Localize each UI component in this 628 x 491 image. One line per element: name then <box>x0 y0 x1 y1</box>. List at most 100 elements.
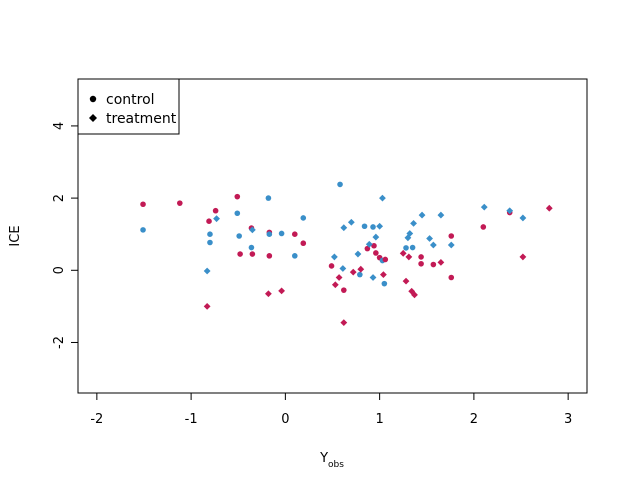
control-point-43 <box>480 224 487 230</box>
control-point-36 <box>403 245 409 251</box>
x-tick-label: -1 <box>185 412 198 427</box>
control-point-41 <box>448 233 455 239</box>
treatment-point-16 <box>365 240 373 248</box>
treatment-point-18 <box>372 233 380 241</box>
control-point-27 <box>361 223 368 230</box>
treatment-point-2 <box>213 215 220 223</box>
control-point-4 <box>207 231 213 237</box>
treatment-point-11 <box>340 319 348 327</box>
treatment-point-31 <box>426 235 433 242</box>
control-point-13 <box>249 251 256 257</box>
y-axis: -2 0 2 4 <box>52 122 79 349</box>
treatment-point-29 <box>411 291 418 299</box>
treatment-point-14 <box>354 250 362 258</box>
control-point-28 <box>364 245 371 252</box>
control-point-35 <box>382 256 389 263</box>
legend-treatment-marker <box>89 114 97 122</box>
treatment-point-39 <box>519 253 527 261</box>
control-point-17 <box>266 253 273 259</box>
control-point-29 <box>370 224 376 230</box>
data-points <box>140 181 553 327</box>
control-point-18 <box>278 230 285 237</box>
control-point-6 <box>212 207 219 214</box>
control-point-37 <box>409 244 416 251</box>
treatment-point-25 <box>405 253 413 261</box>
control-point-3 <box>206 218 212 225</box>
treatment-point-34 <box>437 258 445 266</box>
control-point-25 <box>341 287 347 293</box>
treatment-point-32 <box>429 241 437 249</box>
treatment-point-19 <box>376 222 384 230</box>
control-point-24 <box>337 181 343 188</box>
y-tick-label: 2 <box>52 194 67 202</box>
control-point-39 <box>418 260 424 267</box>
treatment-point-12 <box>347 218 355 226</box>
legend-control-marker <box>89 95 97 103</box>
treatment-point-24 <box>404 234 412 242</box>
control-point-38 <box>418 254 424 260</box>
control-point-22 <box>300 240 307 247</box>
treatment-point-13 <box>349 268 357 276</box>
control-point-9 <box>236 233 242 239</box>
treatment-point-21 <box>380 271 387 279</box>
treatment-point-38 <box>519 214 527 222</box>
x-tick-label: -2 <box>90 412 103 427</box>
treatment-point-7 <box>331 281 339 289</box>
control-point-20 <box>291 253 298 259</box>
treatment-point-1 <box>203 302 211 310</box>
legend-box <box>77 78 180 135</box>
treatment-point-10 <box>340 224 348 232</box>
control-point-26 <box>357 271 363 278</box>
treatment-point-3 <box>248 226 256 234</box>
x-tick-label: 0 <box>281 412 289 427</box>
control-point-34 <box>381 280 388 287</box>
treatment-point-22 <box>399 249 407 257</box>
control-point-14 <box>265 195 272 201</box>
y-axis-label: ICE <box>8 225 23 246</box>
treatment-point-30 <box>418 211 426 219</box>
treatment-point-0 <box>203 267 211 275</box>
control-point-10 <box>237 251 243 257</box>
control-point-42 <box>448 274 455 281</box>
x-axis-label-main: Y <box>319 451 328 466</box>
treatment-point-35 <box>447 241 455 249</box>
legend-control-label: control <box>106 92 155 108</box>
treatment-point-36 <box>480 203 488 211</box>
treatment-point-6 <box>330 253 338 261</box>
control-point-1 <box>140 227 146 233</box>
control-point-12 <box>248 244 255 251</box>
control-point-7 <box>234 193 241 200</box>
x-tick-label: 2 <box>470 412 478 427</box>
treatment-point-4 <box>265 290 272 298</box>
treatment-point-26 <box>406 230 414 237</box>
control-point-31 <box>373 250 379 256</box>
control-point-16 <box>266 231 273 237</box>
treatment-point-40 <box>545 204 553 212</box>
treatment-point-9 <box>339 265 347 272</box>
y-tick-label: 0 <box>52 266 67 274</box>
x-axis-label-subscript: obs <box>328 460 344 470</box>
treatment-point-8 <box>335 274 343 281</box>
legend-treatment-label: treatment <box>106 111 177 127</box>
x-tick-label: 3 <box>564 412 572 427</box>
treatment-point-28 <box>410 219 417 227</box>
x-axis-label: Yobs <box>319 451 344 470</box>
x-axis: -2 -1 0 1 2 3 <box>90 392 572 427</box>
treatment-point-20 <box>379 194 386 202</box>
control-point-21 <box>300 215 307 221</box>
control-point-5 <box>207 239 213 246</box>
treatment-point-17 <box>369 274 377 281</box>
treatment-point-37 <box>506 207 514 215</box>
y-tick-label: 4 <box>52 122 67 130</box>
control-point-8 <box>234 210 241 217</box>
treatment-point-15 <box>357 265 365 273</box>
treatment-point-5 <box>278 287 285 295</box>
legend: control treatment <box>77 78 180 135</box>
control-point-40 <box>430 261 437 268</box>
control-point-0 <box>140 201 146 208</box>
control-point-2 <box>177 200 183 206</box>
x-tick-label: 1 <box>375 412 383 427</box>
control-point-19 <box>291 231 298 237</box>
control-point-23 <box>328 263 335 269</box>
